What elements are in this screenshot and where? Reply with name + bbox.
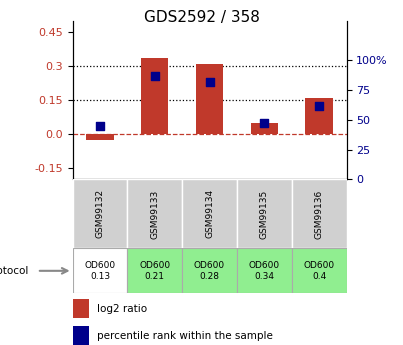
Bar — [73, 299, 89, 318]
Bar — [292, 248, 347, 293]
Text: GSM99135: GSM99135 — [260, 189, 269, 238]
Point — [206, 79, 213, 85]
Bar — [182, 248, 237, 293]
Text: GSM99132: GSM99132 — [96, 189, 104, 238]
Bar — [237, 248, 292, 293]
Text: GSM99133: GSM99133 — [150, 189, 159, 238]
Text: percentile rank within the sample: percentile rank within the sample — [97, 331, 273, 341]
Point — [97, 123, 103, 129]
Bar — [141, 58, 168, 134]
Point — [316, 103, 322, 108]
Text: GDS2592 / 358: GDS2592 / 358 — [143, 10, 260, 25]
Bar — [292, 179, 347, 248]
Text: log2 ratio: log2 ratio — [97, 304, 147, 314]
Text: OD600
0.21: OD600 0.21 — [139, 261, 170, 280]
Text: OD600
0.34: OD600 0.34 — [249, 261, 280, 280]
Bar — [86, 134, 114, 140]
Bar — [73, 248, 127, 293]
Bar — [73, 179, 127, 248]
Bar — [251, 123, 278, 134]
Point — [261, 121, 268, 126]
Bar — [127, 179, 182, 248]
Bar — [196, 64, 223, 134]
Bar — [182, 179, 237, 248]
Bar — [73, 326, 89, 345]
Point — [152, 73, 158, 79]
Text: GSM99136: GSM99136 — [315, 189, 324, 238]
Text: OD600
0.4: OD600 0.4 — [303, 261, 335, 280]
Text: OD600
0.28: OD600 0.28 — [194, 261, 225, 280]
Text: growth protocol: growth protocol — [0, 266, 28, 276]
Bar — [305, 98, 333, 134]
Text: GSM99134: GSM99134 — [205, 189, 214, 238]
Bar — [237, 179, 292, 248]
Bar — [127, 248, 182, 293]
Text: OD600
0.13: OD600 0.13 — [84, 261, 116, 280]
